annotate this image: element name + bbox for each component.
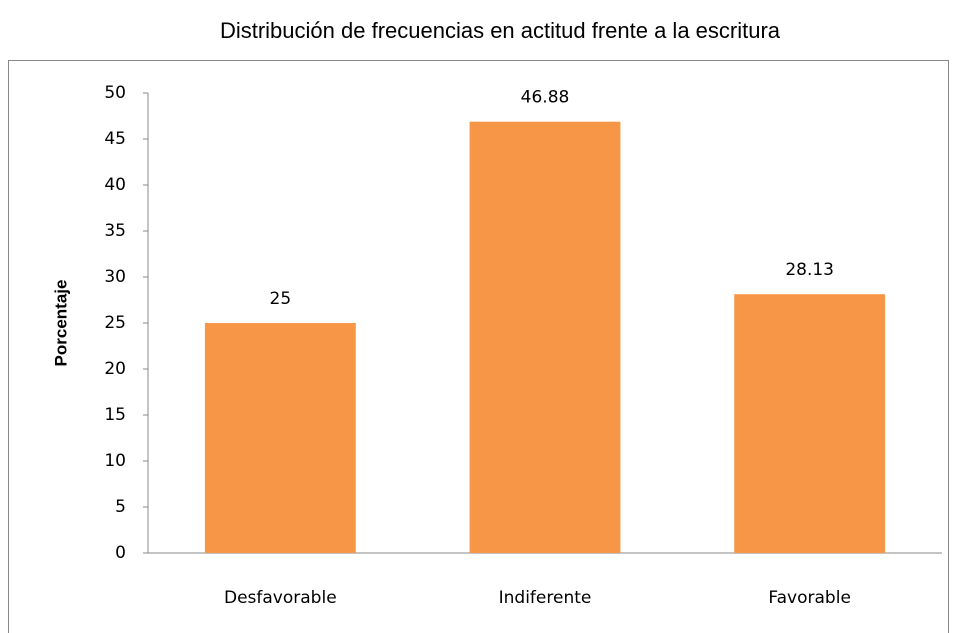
y-tick-label: 40 — [104, 175, 126, 195]
y-tick-label: 0 — [115, 543, 126, 563]
bar — [734, 294, 886, 553]
x-tick-label: Favorable — [768, 588, 850, 608]
y-axis-label: Porcentaje — [51, 280, 70, 367]
x-tick-label: Indiferente — [499, 588, 592, 608]
y-tick-label: 45 — [104, 129, 126, 149]
x-tick-label: Desfavorable — [224, 588, 337, 608]
chart-title: Distribución de frecuencias en actitud f… — [220, 18, 781, 43]
y-tick-label: 35 — [104, 221, 126, 241]
y-tick-label: 5 — [115, 497, 126, 517]
y-tick-label: 50 — [104, 83, 126, 103]
bar — [204, 323, 356, 553]
y-tick-label: 10 — [104, 451, 126, 471]
y-tick-label: 15 — [104, 405, 126, 425]
data-label: 28.13 — [785, 260, 834, 280]
data-label: 46.88 — [521, 88, 570, 108]
y-tick-label: 25 — [104, 313, 126, 333]
data-label: 25 — [270, 289, 292, 309]
bar — [469, 121, 621, 553]
y-tick-label: 20 — [104, 359, 126, 379]
y-tick-label: 30 — [104, 267, 126, 287]
